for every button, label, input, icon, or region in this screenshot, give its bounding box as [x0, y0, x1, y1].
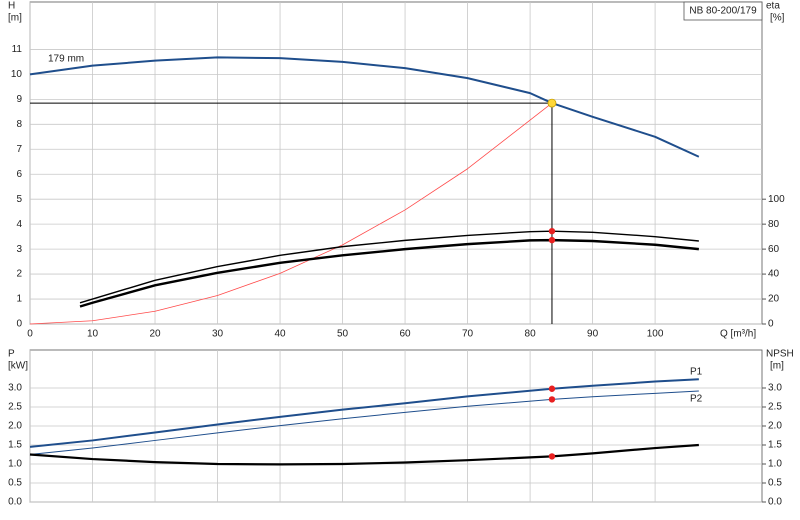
y2-axis-label: eta	[766, 1, 780, 12]
y2-tick-label: 0	[768, 319, 774, 330]
curve	[79, 230, 699, 304]
y2-axis-unit: [m]	[770, 361, 784, 372]
y2-tick-label: 1.0	[768, 459, 782, 470]
y2-tick-label: 60	[768, 244, 780, 255]
y-tick-label: 0	[16, 319, 22, 330]
curve	[29, 443, 699, 466]
y-tick-label: 6	[16, 169, 22, 180]
tag-box	[683, 1, 763, 21]
series-label: 179 mm	[48, 54, 84, 65]
y-tick-label: 5	[16, 194, 22, 205]
y2-tick-label: 100	[768, 194, 785, 205]
y-tick-label: 10	[11, 69, 23, 80]
curve	[79, 238, 699, 308]
y-axis-unit: [m]	[8, 13, 22, 24]
y-tick-label: 1.5	[8, 440, 22, 451]
y2-tick-label: 20	[768, 294, 780, 305]
duty-marker	[548, 385, 556, 392]
x-axis-label: Q [m³/h]	[720, 329, 756, 340]
duty-marker	[548, 453, 556, 460]
duty-marker	[548, 227, 556, 235]
y2-axis-unit: [%]	[770, 13, 785, 24]
y-tick-label: 2	[16, 269, 22, 280]
y-tick-label: 3	[16, 244, 22, 255]
curve	[29, 390, 699, 455]
y-tick-label: 1.0	[8, 459, 22, 470]
y-tick-label: 0.0	[8, 497, 22, 508]
y2-tick-label: 40	[768, 269, 780, 280]
curve-tag: NB 80-200/179	[689, 6, 757, 17]
y-tick-label: 4	[16, 219, 22, 230]
y-tick-label: 3.0	[8, 383, 22, 394]
duty-marker	[548, 396, 556, 403]
y-tick-label: 8	[16, 119, 22, 130]
y-axis-label: P	[8, 349, 15, 360]
y-tick-label: 11	[12, 44, 23, 55]
y-axis-label: H	[8, 1, 15, 12]
duty-marker	[548, 236, 556, 244]
y-tick-label: 7	[16, 144, 22, 155]
y2-tick-label: 0.0	[768, 497, 782, 508]
y2-tick-label: 1.5	[768, 440, 782, 451]
curve	[29, 56, 700, 158]
plot-frame	[29, 1, 763, 325]
y-tick-label: 2.5	[8, 402, 22, 413]
y-tick-label: 1	[16, 294, 22, 305]
curve	[29, 378, 699, 448]
x-tick-label: 100	[647, 329, 664, 340]
y2-tick-label: 0.5	[768, 478, 782, 489]
y2-axis-label: NPSH	[766, 349, 794, 360]
x-tick-label: 50	[337, 329, 349, 340]
x-tick-label: 70	[462, 329, 474, 340]
y2-tick-label: 80	[768, 219, 780, 230]
x-tick-label: 60	[400, 329, 412, 340]
x-tick-label: 10	[87, 329, 99, 340]
x-tick-label: 0	[27, 329, 33, 340]
y-tick-label: 0.5	[8, 478, 22, 489]
x-tick-label: 40	[274, 329, 286, 340]
y-tick-label: 2.0	[8, 421, 22, 432]
x-tick-label: 80	[525, 329, 537, 340]
x-tick-label: 30	[212, 329, 224, 340]
series-label: P2	[690, 394, 703, 405]
y2-tick-label: 2.5	[768, 402, 782, 413]
y-tick-label: 9	[16, 94, 22, 105]
y2-tick-label: 3.0	[768, 383, 782, 394]
x-tick-label: 20	[149, 329, 161, 340]
x-tick-label: 90	[587, 329, 599, 340]
y2-tick-label: 2.0	[768, 421, 782, 432]
curve	[29, 102, 553, 325]
y-axis-unit: [kW]	[8, 361, 28, 372]
series-label: P1	[690, 367, 703, 378]
duty-point	[547, 98, 557, 108]
